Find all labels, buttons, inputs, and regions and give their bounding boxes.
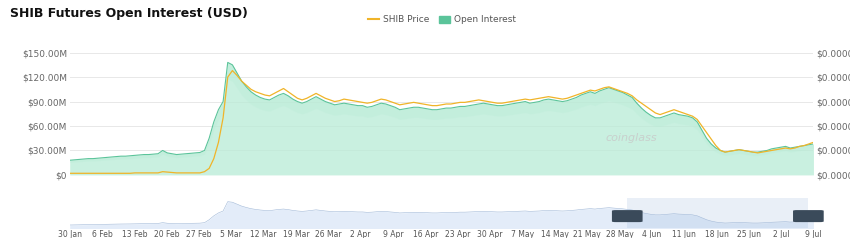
Legend: SHIB Price, Open Interest: SHIB Price, Open Interest	[365, 12, 519, 28]
FancyBboxPatch shape	[793, 210, 824, 222]
Text: coinglass: coinglass	[605, 133, 657, 143]
Bar	[627, 198, 808, 228]
FancyBboxPatch shape	[612, 210, 643, 222]
Text: SHIB Futures Open Interest (USD): SHIB Futures Open Interest (USD)	[10, 7, 248, 20]
